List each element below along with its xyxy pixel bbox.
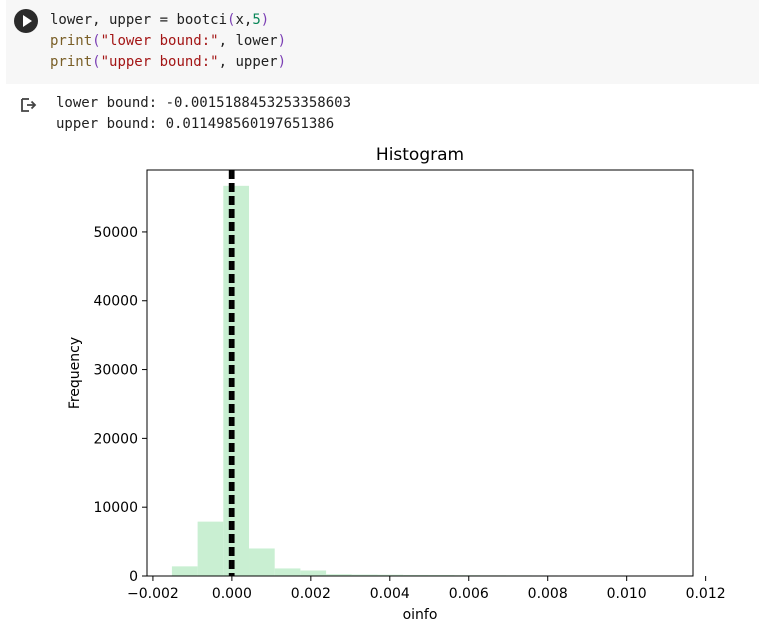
x-tick-label: 0.010 bbox=[607, 586, 647, 602]
y-tick-label: 20000 bbox=[93, 431, 138, 447]
code-token: bootci bbox=[176, 12, 228, 28]
code-token: ( bbox=[92, 54, 101, 70]
histogram-bar bbox=[197, 521, 224, 576]
histogram-bar bbox=[223, 185, 250, 576]
x-tick-label: 0.002 bbox=[291, 586, 331, 602]
y-axis-label: Frequency bbox=[67, 337, 83, 409]
code-line: print("lower bound:", lower) bbox=[50, 33, 286, 49]
histogram-bar bbox=[249, 548, 275, 576]
histogram-bar bbox=[377, 574, 404, 576]
code-line: lower, upper = bootci(x,5) bbox=[50, 12, 269, 28]
x-axis-label: oinfo bbox=[403, 607, 438, 623]
chart-title: Histogram bbox=[376, 145, 464, 165]
y-tick-label: 10000 bbox=[93, 500, 138, 516]
code-token: , upper bbox=[218, 54, 278, 70]
code-token: lower, upper = bbox=[50, 12, 177, 28]
x-tick-label: 0.012 bbox=[686, 586, 726, 602]
x-tick-label: 0.000 bbox=[212, 586, 252, 602]
histogram-bar bbox=[300, 570, 327, 576]
code-token: ) bbox=[277, 33, 287, 49]
output-redirect-icon bbox=[21, 98, 37, 112]
x-tick-label: −0.002 bbox=[127, 586, 179, 602]
plot-frame bbox=[146, 169, 694, 577]
code-token: "upper bound:" bbox=[100, 54, 219, 70]
run-cell-button[interactable] bbox=[14, 9, 38, 33]
histogram-bar bbox=[274, 568, 301, 576]
code-token: , lower bbox=[218, 33, 278, 49]
code-token: x, bbox=[235, 12, 253, 28]
code-line: print("upper bound:", upper) bbox=[50, 54, 286, 70]
x-tick-label: 0.006 bbox=[449, 586, 489, 602]
cell-output-text: lower bound: -0.0015188453253358603 uppe… bbox=[56, 93, 351, 135]
y-tick-label: 50000 bbox=[93, 225, 138, 241]
code-cell[interactable] bbox=[6, 0, 759, 84]
y-tick-label: 30000 bbox=[93, 363, 138, 379]
output-line-lower: lower bound: -0.0015188453253358603 bbox=[56, 95, 352, 111]
output-line-upper: upper bound: 0.011498560197651386 bbox=[56, 116, 335, 132]
x-tick-label: 0.008 bbox=[528, 586, 568, 602]
histogram-bar bbox=[403, 574, 429, 576]
code-token: ( bbox=[92, 33, 101, 49]
x-tick-label: 0.004 bbox=[370, 586, 410, 602]
code-token: print bbox=[50, 33, 93, 49]
y-tick-label: 40000 bbox=[93, 294, 138, 310]
histogram-bar bbox=[351, 574, 378, 576]
code-editor[interactable]: lower, upper = bootci(x,5) print("lower … bbox=[50, 10, 286, 73]
histogram-bar bbox=[326, 574, 352, 576]
code-token: ) bbox=[277, 54, 287, 70]
code-token: print bbox=[50, 54, 93, 70]
code-token: 5 bbox=[252, 12, 261, 28]
code-token: ) bbox=[260, 12, 270, 28]
histogram-bar bbox=[171, 566, 198, 576]
code-token: "lower bound:" bbox=[100, 33, 219, 49]
y-tick-label: 0 bbox=[129, 569, 138, 585]
code-token: ( bbox=[227, 12, 236, 28]
